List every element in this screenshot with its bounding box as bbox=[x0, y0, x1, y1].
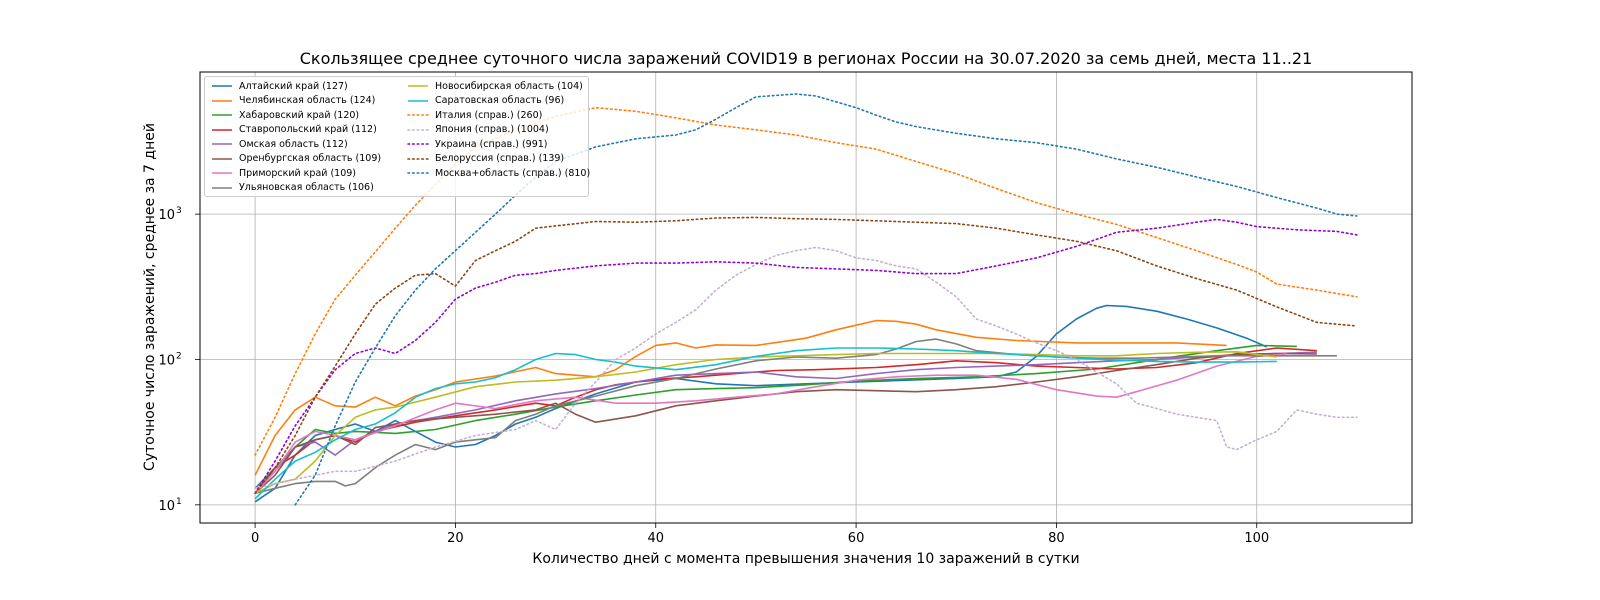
legend-label: Украина (справ.) (991) bbox=[435, 138, 548, 150]
y-tick-base: 10 bbox=[158, 353, 175, 368]
grid bbox=[200, 72, 1412, 523]
legend-swatch bbox=[212, 143, 232, 146]
x-axis-ticks: 0 20 40 60 80 100 bbox=[251, 523, 1269, 546]
y-tick-label: 10 bbox=[158, 353, 175, 368]
legend-swatch bbox=[407, 157, 429, 160]
legend-entry: Италия (справ.) (260) bbox=[407, 108, 587, 123]
series-line-14 bbox=[294, 93, 1358, 506]
y-tick-base: 10 bbox=[158, 499, 175, 514]
legend-swatch bbox=[407, 172, 429, 175]
y-tick-label: 10 bbox=[158, 208, 175, 223]
legend-entry: Омская область (112) bbox=[211, 137, 407, 152]
legend-label: Саратовская область (96) bbox=[435, 95, 565, 107]
y-tick-label: 10 bbox=[158, 499, 175, 514]
legend-swatch bbox=[212, 157, 232, 160]
legend-label: Новосибирская область (104) bbox=[435, 80, 583, 92]
legend-swatch bbox=[212, 99, 232, 102]
legend-label: Омская область (112) bbox=[239, 138, 348, 150]
y-tick-exponent: 2 bbox=[176, 351, 182, 361]
legend-swatch bbox=[408, 85, 428, 88]
legend-swatch bbox=[212, 85, 232, 88]
legend-entry: Белоруссия (справ.) (139) bbox=[407, 152, 587, 167]
legend-label: Хабаровский край (120) bbox=[239, 109, 360, 121]
legend-label: Ульяновская область (106) bbox=[239, 182, 374, 194]
series-line-12 bbox=[254, 218, 1358, 495]
legend-entry: Ульяновская область (106) bbox=[211, 181, 407, 196]
y-tick-exponent: 3 bbox=[176, 206, 182, 216]
legend-entry: Оренбургская область (109) bbox=[211, 152, 407, 167]
legend-swatch bbox=[407, 143, 429, 146]
x-tick-label: 40 bbox=[647, 531, 664, 546]
series-line-0 bbox=[254, 304, 1268, 503]
legend-label: Италия (справ.) (260) bbox=[435, 109, 543, 121]
legend-swatch bbox=[212, 186, 232, 189]
axes-frame bbox=[199, 71, 1413, 524]
x-axis-label: Количество дней с момента превышения зна… bbox=[532, 551, 1079, 567]
x-tick-label: 60 bbox=[848, 531, 865, 546]
series-line-5 bbox=[254, 352, 1317, 494]
x-tick-label: 100 bbox=[1244, 531, 1269, 546]
series-line-10 bbox=[254, 106, 1358, 456]
legend-entry: Саратовская область (96) bbox=[407, 94, 587, 109]
plot-area bbox=[254, 93, 1358, 506]
legend-entry: Ставропольский край (112) bbox=[211, 123, 407, 138]
legend-entry: Новосибирская область (104) bbox=[407, 79, 587, 94]
series-line-7 bbox=[254, 338, 1337, 495]
series-line-6 bbox=[254, 353, 1287, 494]
series-line-1 bbox=[254, 319, 1227, 476]
series-line-2 bbox=[254, 344, 1297, 489]
legend-label: Приморский край (109) bbox=[239, 167, 357, 179]
chart-title: Скользящее среднее суточного числа зараж… bbox=[300, 49, 1313, 68]
y-tick-base: 10 bbox=[158, 208, 175, 223]
legend-swatch bbox=[212, 114, 232, 117]
legend-swatch bbox=[212, 172, 232, 175]
legend-label: Ставропольский край (112) bbox=[239, 124, 377, 136]
legend-swatch bbox=[407, 114, 429, 117]
series-line-8 bbox=[254, 351, 1277, 495]
series-line-11 bbox=[254, 246, 1358, 490]
series-line-13 bbox=[254, 216, 1358, 495]
legend-entry: Приморский край (109) bbox=[211, 166, 407, 181]
legend-label: Япония (справ.) (1004) bbox=[435, 124, 549, 136]
legend-swatch bbox=[408, 99, 428, 102]
legend-label: Алтайский край (127) bbox=[239, 80, 348, 92]
legend-label: Оренбургская область (109) bbox=[239, 153, 382, 165]
legend-label: Белоруссия (справ.) (139) bbox=[435, 153, 565, 165]
x-tick-label: 80 bbox=[1048, 531, 1065, 546]
x-tick-label: 0 bbox=[251, 531, 259, 546]
legend-entry: Хабаровский край (120) bbox=[211, 108, 407, 123]
series-line-9 bbox=[254, 347, 1277, 500]
legend-entry: Москва+область (справ.) (810) bbox=[407, 166, 591, 181]
y-tick-exponent: 1 bbox=[176, 497, 182, 507]
legend-entry: Япония (справ.) (1004) bbox=[407, 123, 587, 138]
legend-label: Челябинская область (124) bbox=[239, 95, 376, 107]
y-axis-label: Суточное число заражений, среднее за 7 д… bbox=[142, 123, 158, 471]
legend-entry: Челябинская область (124) bbox=[211, 94, 407, 109]
legend-entry: Украина (справ.) (991) bbox=[407, 137, 587, 152]
x-tick-label: 20 bbox=[447, 531, 464, 546]
legend-swatch bbox=[407, 128, 429, 131]
legend-swatch bbox=[212, 128, 232, 131]
chart-legend: Алтайский край (127) Челябинская область … bbox=[204, 76, 591, 197]
legend-label: Москва+область (справ.) (810) bbox=[435, 167, 591, 179]
legend-entry: Алтайский край (127) bbox=[211, 79, 407, 94]
